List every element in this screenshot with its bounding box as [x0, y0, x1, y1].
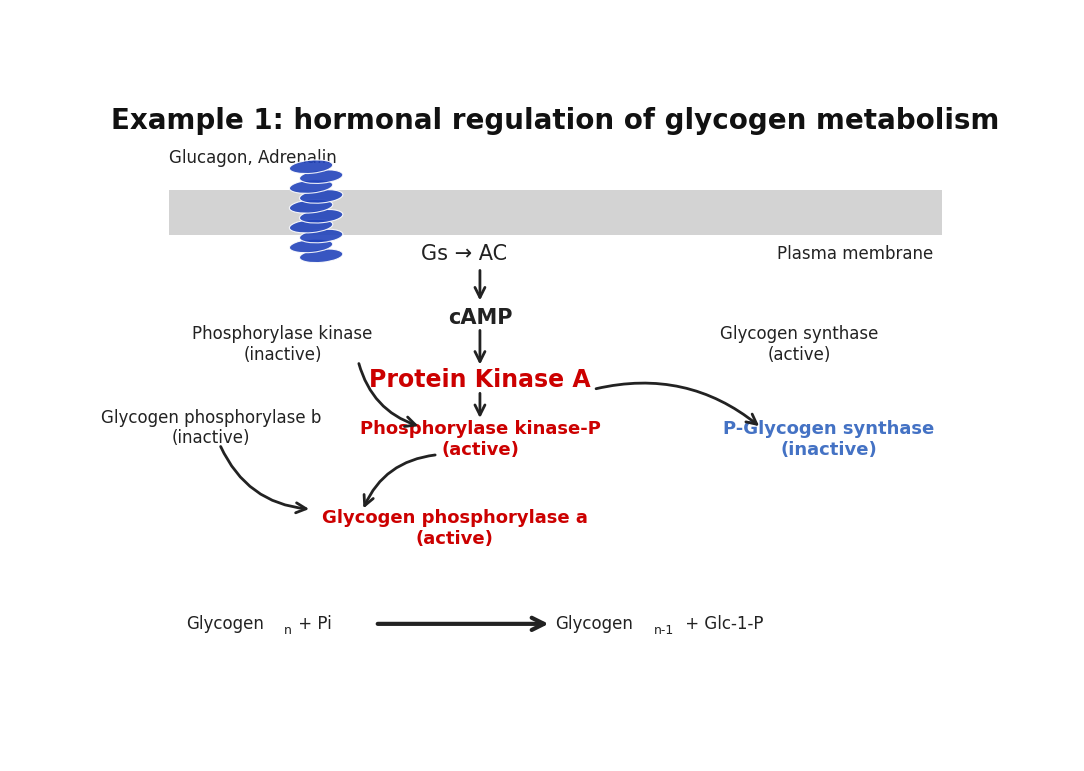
Ellipse shape — [299, 190, 343, 204]
Text: Glycogen: Glycogen — [555, 614, 633, 633]
Ellipse shape — [289, 160, 333, 173]
Text: Protein Kinase A: Protein Kinase A — [370, 369, 591, 392]
Text: Glycogen synthase
(active): Glycogen synthase (active) — [720, 325, 878, 364]
Text: cAMP: cAMP — [448, 308, 513, 328]
Ellipse shape — [299, 229, 343, 243]
Ellipse shape — [289, 200, 333, 213]
Text: + Glc-1-P: + Glc-1-P — [680, 614, 763, 633]
Text: Glycogen phosphorylase b
(inactive): Glycogen phosphorylase b (inactive) — [101, 409, 321, 447]
Text: Glycogen phosphorylase a
(active): Glycogen phosphorylase a (active) — [322, 510, 588, 548]
Text: Phosphorylase kinase-P
(active): Phosphorylase kinase-P (active) — [360, 420, 601, 460]
Ellipse shape — [289, 180, 333, 194]
Text: Glucagon, Adrenalin: Glucagon, Adrenalin — [169, 149, 337, 167]
Text: Gs → AC: Gs → AC — [421, 244, 507, 264]
Text: Example 1: hormonal regulation of glycogen metabolism: Example 1: hormonal regulation of glycog… — [112, 107, 999, 136]
Text: n: n — [284, 625, 292, 638]
Ellipse shape — [289, 239, 333, 253]
Text: n-1: n-1 — [654, 625, 674, 638]
Text: Glycogen: Glycogen — [186, 614, 263, 633]
Text: + Pi: + Pi — [294, 614, 332, 633]
Ellipse shape — [299, 170, 343, 183]
Text: Plasma membrane: Plasma membrane — [777, 245, 933, 263]
Ellipse shape — [299, 210, 343, 223]
Ellipse shape — [289, 219, 333, 233]
Text: Phosphorylase kinase
(inactive): Phosphorylase kinase (inactive) — [192, 325, 373, 364]
Text: P-Glycogen synthase
(inactive): P-Glycogen synthase (inactive) — [723, 420, 934, 460]
Ellipse shape — [299, 249, 343, 263]
Bar — [169, 190, 942, 235]
